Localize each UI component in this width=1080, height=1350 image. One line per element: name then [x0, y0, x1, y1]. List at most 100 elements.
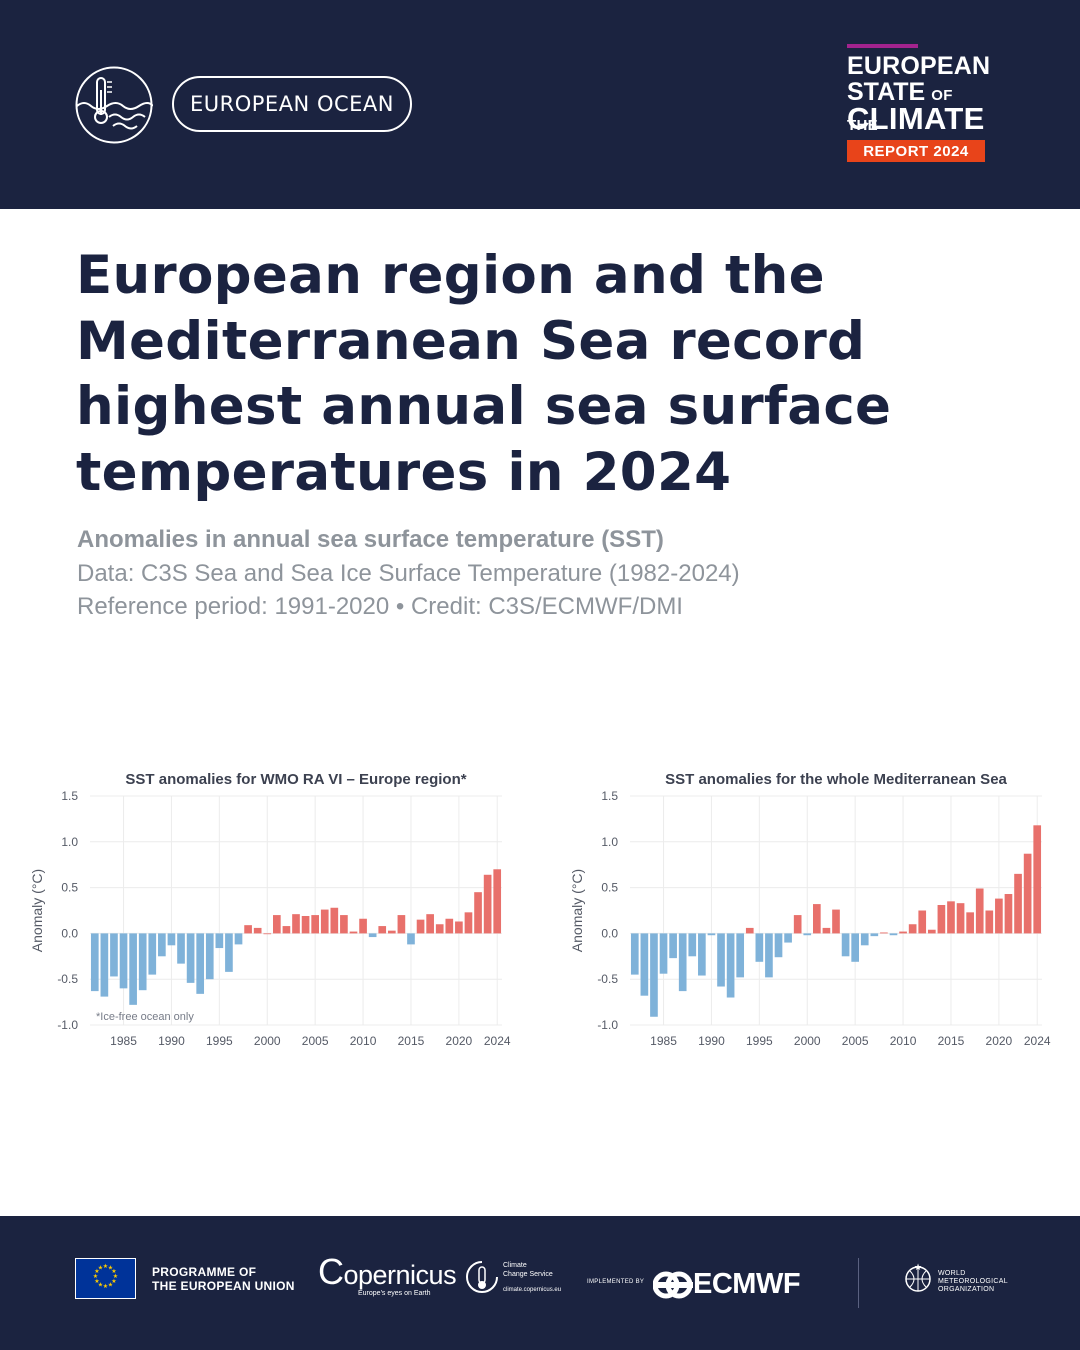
bar-1985	[119, 933, 128, 989]
y-tick-label: 0.0	[61, 926, 78, 940]
bar-1991	[717, 933, 725, 987]
bar-2014	[937, 905, 946, 934]
bar-2022	[474, 892, 482, 934]
chart-europe-svg: 1.5 1.0 0.5 0.0 -0.5 -1.0 1985 1990 1995 2000 2005…	[0, 760, 540, 1060]
bar-1995	[215, 933, 224, 949]
bar-2011	[908, 924, 917, 934]
chart-title: SST anomalies for the whole Mediterranea…	[665, 771, 1007, 788]
bar-1997	[774, 933, 783, 958]
data-source: Data: C3S Sea and Sea Ice Surface Temper…	[77, 560, 740, 587]
y-tick-label: 1.5	[61, 789, 78, 803]
bar-2017	[966, 912, 974, 934]
bar-1984	[650, 933, 658, 1017]
bar-2016	[416, 919, 425, 934]
logo-line2: STATE OF THE	[847, 78, 953, 134]
y-axis-label: Anomaly (°C)	[29, 869, 45, 952]
svg-text:★: ★	[111, 1278, 116, 1285]
bar-2018	[975, 888, 984, 934]
bar-2010	[359, 918, 367, 934]
title-line1: European region and the	[76, 245, 825, 306]
bar-2009	[889, 933, 898, 936]
bar-1994	[205, 933, 214, 980]
bar-2017	[426, 914, 434, 934]
bar-1990	[167, 933, 176, 946]
bar-2008	[880, 932, 888, 934]
footer-divider	[858, 1258, 859, 1308]
bar-2015	[947, 901, 955, 934]
eu-programme-text: PROGRAMME OF THE EUROPEAN UNION	[152, 1265, 295, 1293]
bar-1997	[234, 933, 243, 945]
bar-2023	[1023, 853, 1032, 934]
y-tick-label: 0.5	[61, 881, 78, 895]
bar-1988	[688, 933, 697, 957]
bar-2021	[1004, 894, 1013, 934]
x-tick-label: 2024	[1024, 1034, 1051, 1048]
chart-mediterranean-svg: 1.5 1.0 0.5 0.0 -0.5 -1.0 1985 1990 1995 2000 2005…	[540, 760, 1080, 1060]
bar-2009	[349, 931, 358, 934]
c3s-thermometer-icon	[466, 1261, 498, 1293]
chart-background	[0, 760, 540, 1060]
logo-line1: EUROPEAN	[847, 52, 991, 80]
bar-2002	[822, 927, 831, 934]
bar-2007	[330, 907, 339, 934]
bar-2000	[263, 933, 272, 935]
svg-text:★: ★	[103, 1283, 108, 1290]
svg-text:★: ★	[94, 1278, 99, 1285]
bar-2008	[340, 915, 348, 934]
footer-logos: ★ ★ ★ ★ ★ ★ ★ ★ ★ ★ ★ ★ PROGRAMME OF THE EUROPEA…	[0, 1216, 1080, 1350]
y-tick-label: 1.0	[601, 835, 618, 849]
x-tick-label: 2015	[938, 1034, 965, 1048]
reference-credit: Reference period: 1991-2020 • Credit: C3…	[77, 593, 683, 620]
logo-line3: CLIMATE	[847, 101, 985, 136]
bar-1999	[793, 915, 802, 934]
y-tick-label: -1.0	[597, 1018, 618, 1032]
bar-2022	[1014, 873, 1022, 934]
svg-text:★: ★	[93, 1273, 98, 1280]
bar-2005	[851, 933, 859, 962]
x-tick-label: 1985	[110, 1034, 137, 1048]
bar-1983	[640, 933, 649, 996]
svg-text:★: ★	[94, 1268, 99, 1275]
figure-subtitle: Anomalies in annual sea surface temperat…	[77, 526, 664, 553]
copernicus-logo: Copernicus Europe's eyes on Earth	[318, 1251, 457, 1298]
bar-2015	[407, 933, 415, 945]
bar-2004	[841, 933, 850, 957]
y-tick-label: 0.5	[601, 881, 618, 895]
x-tick-label: 1995	[746, 1034, 773, 1048]
bar-2019	[985, 910, 994, 934]
x-tick-label: 2000	[254, 1034, 281, 1048]
bar-1999	[253, 927, 262, 934]
bar-1996	[225, 933, 233, 972]
chart-europe: 1.5 1.0 0.5 0.0 -0.5 -1.0 1985 1990 1995 2000 2005…	[0, 760, 540, 1060]
bar-1988	[148, 933, 157, 975]
bar-2002	[282, 926, 291, 934]
bar-2001	[813, 904, 821, 934]
bar-2010	[899, 931, 907, 934]
title-line4: temperatures in 2024	[76, 441, 732, 503]
x-tick-label: 2005	[302, 1034, 329, 1048]
eu-flag-icon: ★ ★ ★ ★ ★ ★ ★ ★ ★ ★ ★ ★	[75, 1258, 136, 1299]
svg-text:★: ★	[113, 1273, 118, 1280]
bar-2000	[803, 933, 812, 936]
report-logo: EUROPEAN STATE OF THE CLIMATE REPORT 2024	[847, 44, 991, 162]
bar-2024	[493, 869, 502, 934]
svg-text:★: ★	[98, 1265, 103, 1272]
bar-1989	[698, 933, 706, 976]
title-line2: Mediterranean Sea record	[76, 310, 866, 372]
bar-1989	[158, 933, 166, 957]
svg-text:★: ★	[111, 1268, 116, 1275]
x-tick-label: 1995	[206, 1034, 233, 1048]
bar-2011	[368, 933, 377, 938]
y-axis-label: Anomaly (°C)	[569, 869, 585, 952]
ocean-thermometer-icon	[75, 66, 153, 144]
ecmwf-logo: ECMWF	[653, 1266, 818, 1302]
chart-mediterranean: 1.5 1.0 0.5 0.0 -0.5 -1.0 1985 1990 1995 2000 2005…	[540, 760, 1080, 1060]
bar-2005	[311, 915, 319, 934]
svg-text:★: ★	[103, 1263, 108, 1270]
svg-text:★: ★	[108, 1282, 113, 1289]
bar-1986	[669, 933, 677, 959]
y-tick-label: -0.5	[57, 972, 78, 986]
logo-accent-bar	[847, 44, 918, 48]
bar-2021	[464, 912, 473, 934]
bar-1992	[726, 933, 735, 998]
